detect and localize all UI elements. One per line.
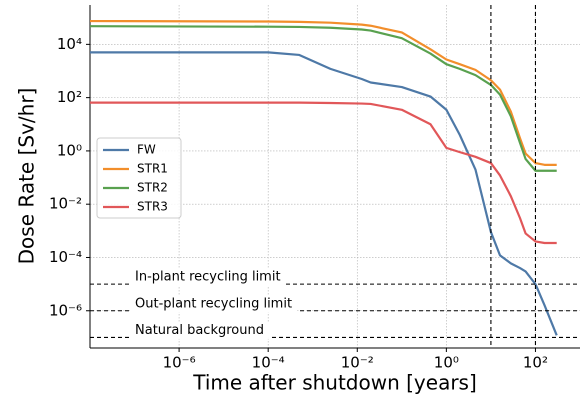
series-line <box>90 51 558 336</box>
label-background <box>130 268 286 286</box>
legend-label: STR3 <box>137 200 168 214</box>
y-tick-label: 10⁻⁴ <box>49 248 82 266</box>
legend-label: STR1 <box>137 162 168 176</box>
y-tick-label: 10⁴ <box>57 35 82 53</box>
label-background <box>130 295 298 313</box>
x-axis-label: Time after shutdown [years] <box>192 371 477 395</box>
y-axis-label: Dose Rate [Sv/hr] <box>15 88 39 265</box>
legend-label: STR2 <box>137 181 168 195</box>
series-line <box>89 19 557 166</box>
reference-label: Out-plant recycling limit <box>135 296 292 311</box>
x-tick-label: 10⁻⁶ <box>163 354 196 372</box>
legend-label: FW <box>137 143 156 157</box>
x-tick-label: 10⁰ <box>434 354 459 372</box>
series-line <box>89 25 557 172</box>
label-background <box>130 321 269 339</box>
y-tick-label: 10⁻² <box>49 195 82 213</box>
reference-label: In-plant recycling limit <box>135 270 281 285</box>
legend-box <box>96 137 182 219</box>
y-tick-label: 10⁻⁶ <box>49 301 82 319</box>
reference-label: Natural background <box>135 323 264 338</box>
x-tick-label: 10⁻⁴ <box>252 354 285 372</box>
y-tick-label: 10² <box>57 88 82 106</box>
x-tick-label: 10⁻² <box>341 354 374 372</box>
series-line <box>90 101 557 245</box>
x-tick-label: 10² <box>523 354 548 372</box>
y-tick-label: 10⁰ <box>57 141 82 159</box>
